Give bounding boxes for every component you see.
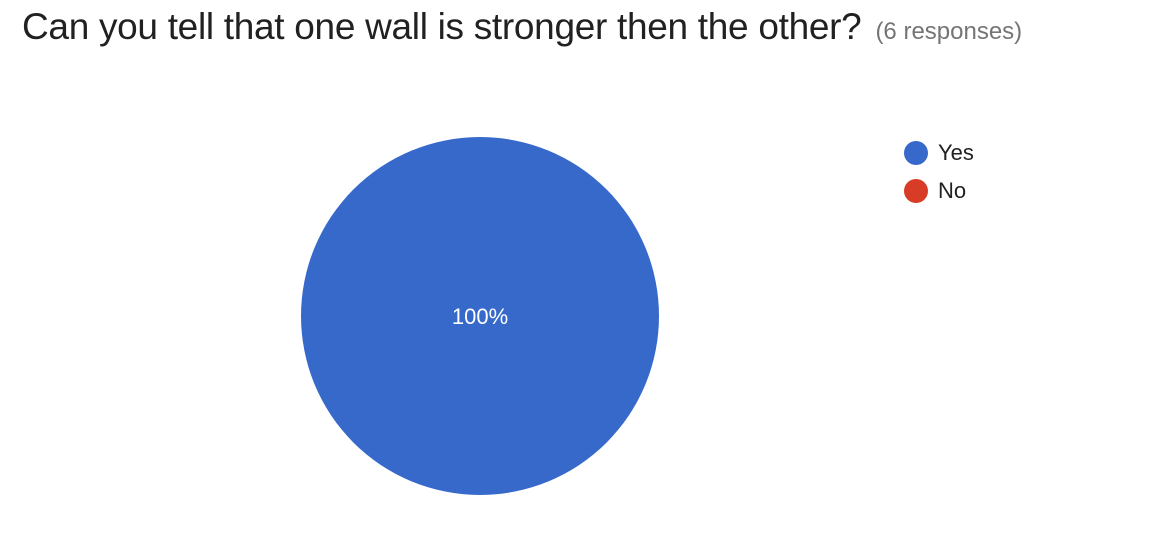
response-count: (6 responses) bbox=[875, 18, 1023, 45]
question-title: Can you tell that one wall is stronger t… bbox=[22, 6, 862, 47]
legend-item-no: No bbox=[904, 172, 974, 210]
legend-swatch-no bbox=[904, 179, 928, 203]
pie-slice-yes-label: 100% bbox=[452, 304, 508, 329]
legend-swatch-yes bbox=[904, 141, 928, 165]
legend-label-no: No bbox=[938, 178, 967, 203]
chart-legend: Yes No bbox=[904, 134, 974, 210]
pie-slices bbox=[301, 137, 659, 495]
pie-labels: 100% bbox=[452, 304, 508, 329]
legend-item-yes: Yes bbox=[904, 134, 974, 172]
question-header: Can you tell that one wall is stronger t… bbox=[22, 6, 1022, 48]
pie-slice-yes bbox=[301, 137, 659, 495]
legend-label-yes: Yes bbox=[938, 140, 974, 165]
